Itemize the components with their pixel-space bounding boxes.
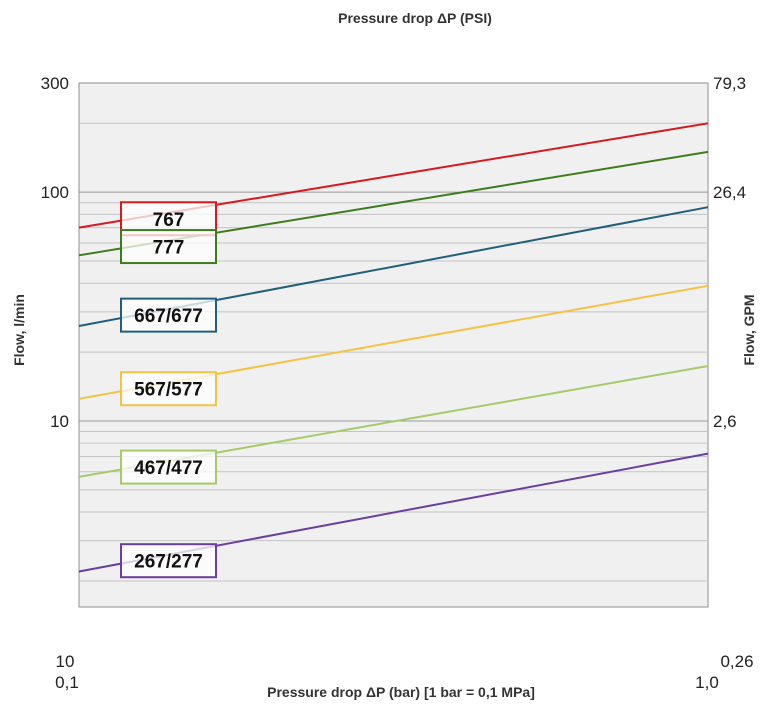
series-label-667-677: 667/677 [120, 297, 217, 333]
x-tick-psi: 10 [56, 652, 75, 671]
series-label-777: 777 [120, 229, 217, 265]
svg-text:667/677: 667/677 [134, 306, 203, 327]
y-tick-left: 10 [50, 412, 69, 431]
x-tick-bar: 0,1 [55, 673, 79, 692]
y-tick-right: 79,3 [713, 74, 746, 93]
series-labels: 767 777 667/677 567/577 467/477 267/277 [120, 201, 217, 579]
series-label-467-477: 467/477 [120, 449, 217, 485]
y-tick-right: 2,6 [713, 412, 737, 431]
y-tick-left: 100 [41, 183, 69, 202]
y-tick-left: 300 [41, 74, 69, 93]
svg-text:567/577: 567/577 [134, 380, 203, 401]
x-tick-bar: 1,0 [695, 673, 719, 692]
series-label-267-277: 267/277 [120, 543, 217, 579]
y-axis-label-right: Flow, GPM [741, 294, 757, 365]
svg-text:767: 767 [153, 210, 185, 231]
svg-text:467/477: 467/477 [134, 458, 203, 479]
svg-text:777: 777 [153, 238, 185, 259]
y-axis-label-left: Flow, l/min [11, 294, 27, 366]
x-axis-label: Pressure drop ΔP (bar) [1 bar = 0,1 MPa] [267, 684, 535, 700]
chart-title: Pressure drop ΔP (PSI) [338, 10, 492, 26]
x-tick-psi: 0,26 [720, 652, 753, 671]
y-tick-right: 26,4 [713, 183, 746, 202]
series-label-567-577: 567/577 [120, 371, 217, 407]
axis-ticks: 300 100 10 79,3 26,4 2,6 10 0,1 0,261,0 [41, 74, 754, 692]
svg-text:267/277: 267/277 [134, 552, 203, 573]
plot-area [78, 82, 709, 608]
